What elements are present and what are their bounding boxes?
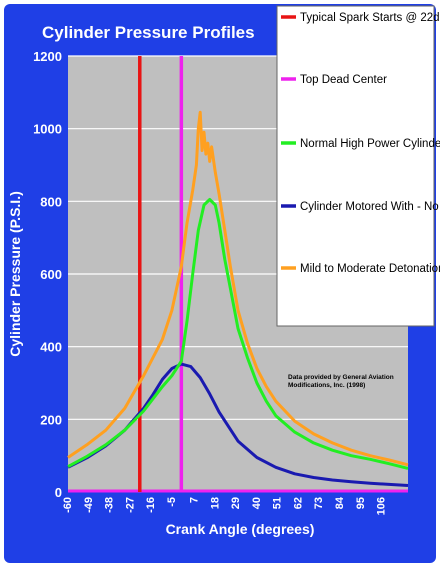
x-tick-label: 73 [313,497,325,509]
annotation: Data provided by General Aviation Modifi… [288,374,394,389]
x-tick-label: 51 [272,497,284,509]
series-lines [67,110,409,487]
vertical-markers [68,56,408,493]
legend-label: Cylinder Motored With - No Spark - No Co… [300,201,440,213]
y-tick-label: 1000 [33,122,62,137]
y-tick-label: 800 [40,194,62,209]
x-tick-label: 95 [355,497,367,509]
y-ticks: 0 200 400 600 800 1000 1200 [33,49,62,500]
legend-label: Typical Spark Starts @ 22deg Before TDC [300,12,440,24]
x-tick-label: 29 [230,497,242,509]
x-tick-label: 18 [209,497,221,509]
y-tick-label: 200 [40,412,62,427]
y-tick-label: 1200 [33,49,62,64]
y-axis-label: Cylinder Pressure (P.S.I.) [7,191,23,356]
y-tick-label: 0 [55,485,62,500]
x-tick-label: -49 [83,497,95,513]
annotation-text: Data provided by General Aviation [288,374,394,381]
legend-label: Mild to Moderate Detonation at Excessive… [300,263,440,275]
series-line [67,110,409,467]
y-tick-label: 400 [40,340,62,355]
x-tick-label: -5 [166,497,178,507]
x-tick-label: -60 [62,497,74,513]
series-line [67,198,409,470]
x-ticks: -60 -49 -38 -27 -16 -5 7 18 29 40 51 62 73 84 95 106 [62,496,388,515]
x-axis-label: Crank Angle (degrees) [166,521,315,537]
legend-label: Top Dead Center [300,74,387,86]
x-tick-label: -16 [145,497,157,513]
x-tick-label: 84 [334,496,346,509]
x-tick-label: 106 [376,497,388,515]
x-tick-label: -27 [124,497,136,513]
chart-title: Cylinder Pressure Profiles [42,23,255,42]
legend-box [276,5,435,327]
y-tick-label: 600 [40,267,62,282]
x-tick-label: 7 [189,497,201,503]
x-tick-label: 62 [292,497,304,509]
x-tick-label: -38 [104,497,116,513]
legend: Typical Spark Starts @ 22deg Before TDC T… [276,5,440,327]
legend-label: Normal High Power Cylinder Pres. Curve [300,138,440,150]
annotation-text-2: Modifications, Inc. (1998) [288,382,365,389]
x-tick-label: 40 [251,497,263,509]
